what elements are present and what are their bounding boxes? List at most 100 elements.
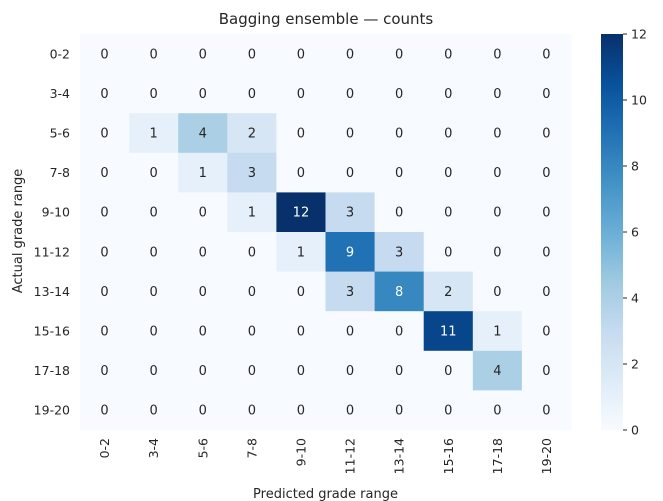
cell-value-label: 0	[150, 47, 158, 62]
cell-value-label: 0	[100, 325, 108, 340]
heatmap-cell	[521, 73, 572, 114]
cell-value-label: 0	[542, 364, 550, 379]
heatmap-cell	[276, 390, 326, 431]
cell-value-label: 0	[199, 325, 207, 340]
cell-value-label: 0	[248, 364, 256, 379]
cell-value-label: 0	[297, 404, 305, 419]
heatmap-cell	[80, 390, 130, 431]
heatmap-cell	[276, 113, 326, 154]
cell-value-label: 0	[346, 47, 354, 62]
heatmap-cell	[521, 350, 572, 391]
cell-value-label: 0	[150, 364, 158, 379]
cell-value-label: 0	[297, 364, 305, 379]
heatmap-cell	[423, 113, 474, 154]
heatmap-cell-labels: 0 0 0 0 0 0 0 0 0 0 0 0 0 0 0 0 0 0 0 0 0 1 4 2 0 0 0 0 0 0 0 0 1 3 0 0 0 0 0 0…	[100, 47, 550, 418]
heatmap-cell	[276, 311, 326, 352]
cell-value-label: 0	[542, 87, 550, 102]
heatmap-cell	[374, 192, 425, 233]
cell-value-label: 0	[395, 166, 403, 181]
heatmap-cell	[227, 34, 277, 75]
cell-value-label: 0	[297, 325, 305, 340]
heatmap-cell	[423, 73, 474, 114]
cell-value-label: 0	[150, 245, 158, 260]
colorbar-tick-label: 4	[631, 291, 639, 306]
cell-value-label: 0	[248, 325, 256, 340]
chart-title: Bagging ensemble — counts	[219, 10, 434, 28]
cell-value-label: 0	[100, 47, 108, 62]
x-tick-label: 11-12	[343, 438, 358, 474]
cell-value-label: 0	[150, 404, 158, 419]
colorbar	[601, 34, 623, 430]
heatmap-cell	[129, 271, 179, 312]
x-tick-label: 17-18	[490, 438, 505, 474]
cell-value-label: 0	[346, 325, 354, 340]
y-tick-label: 9-10	[42, 205, 70, 220]
cell-value-label: 0	[150, 87, 158, 102]
y-tick-labels: 0-2 3-4 5-6 7-8 9-10 11-12 13-14 15-16 17-18 19-2…	[34, 46, 70, 417]
heatmap-cell	[472, 350, 523, 391]
cell-value-label: 3	[346, 206, 354, 221]
x-tick-label: 0-2	[97, 438, 112, 458]
x-tick-label: 9-10	[293, 438, 308, 466]
heatmap-cell	[80, 113, 130, 154]
heatmap-cell	[423, 152, 474, 193]
heatmap-cell	[423, 192, 474, 233]
heatmap-cell	[227, 232, 277, 273]
heatmap-cell	[423, 390, 474, 431]
cell-value-label: 0	[395, 127, 403, 142]
heatmap-cell	[227, 152, 277, 193]
heatmap-cell	[423, 232, 474, 273]
heatmap-cell	[325, 113, 376, 154]
heatmap-cell	[129, 390, 179, 431]
heatmap-cell	[276, 73, 326, 114]
heatmap-cell	[521, 34, 572, 75]
cell-value-label: 3	[395, 245, 403, 260]
heatmap-cell	[521, 311, 572, 352]
cell-value-label: 0	[444, 206, 452, 221]
cell-value-label: 3	[248, 166, 256, 181]
heatmap-cell	[521, 152, 572, 193]
cell-value-label: 0	[444, 127, 452, 142]
colorbar-tick-label: 0	[631, 423, 639, 438]
cell-value-label: 11	[440, 325, 457, 340]
cell-value-label: 0	[444, 87, 452, 102]
cell-value-label: 0	[150, 285, 158, 300]
cell-value-label: 0	[248, 245, 256, 260]
cell-value-label: 0	[444, 166, 452, 181]
cell-value-label: 0	[297, 47, 305, 62]
cell-value-label: 0	[395, 325, 403, 340]
heatmap-cell	[521, 192, 572, 233]
cell-value-label: 0	[346, 166, 354, 181]
cell-value-label: 0	[542, 206, 550, 221]
cell-value-label: 1	[493, 325, 501, 340]
cell-value-label: 0	[297, 166, 305, 181]
heatmap-cell	[472, 311, 523, 352]
heatmap-cell	[325, 152, 376, 193]
heatmap-cell	[325, 192, 376, 233]
heatmap-cell	[276, 34, 326, 75]
x-tick-label: 19-20	[539, 438, 554, 474]
y-tick-label: 15-16	[34, 324, 70, 339]
cell-value-label: 0	[493, 206, 501, 221]
cell-value-label: 0	[542, 404, 550, 419]
heatmap-cell	[276, 152, 326, 193]
heatmap-cell	[374, 311, 425, 352]
y-tick-label: 5-6	[50, 126, 70, 141]
cell-value-label: 12	[293, 206, 310, 221]
cell-value-label: 0	[100, 285, 108, 300]
cell-value-label: 0	[297, 87, 305, 102]
heatmap-cell	[178, 113, 228, 154]
colorbar-tick-label: 6	[631, 225, 639, 240]
heatmap-cell	[325, 34, 376, 75]
heatmap-cells	[80, 34, 572, 431]
cell-value-label: 0	[150, 206, 158, 221]
heatmap-cell	[472, 232, 523, 273]
heatmap-cell	[325, 271, 376, 312]
heatmap-cell	[276, 271, 326, 312]
cell-value-label: 2	[444, 285, 452, 300]
cell-value-label: 0	[100, 404, 108, 419]
cell-value-label: 0	[444, 404, 452, 419]
heatmap-cell	[472, 192, 523, 233]
y-tick-label: 0-2	[50, 46, 70, 61]
cell-value-label: 0	[395, 404, 403, 419]
